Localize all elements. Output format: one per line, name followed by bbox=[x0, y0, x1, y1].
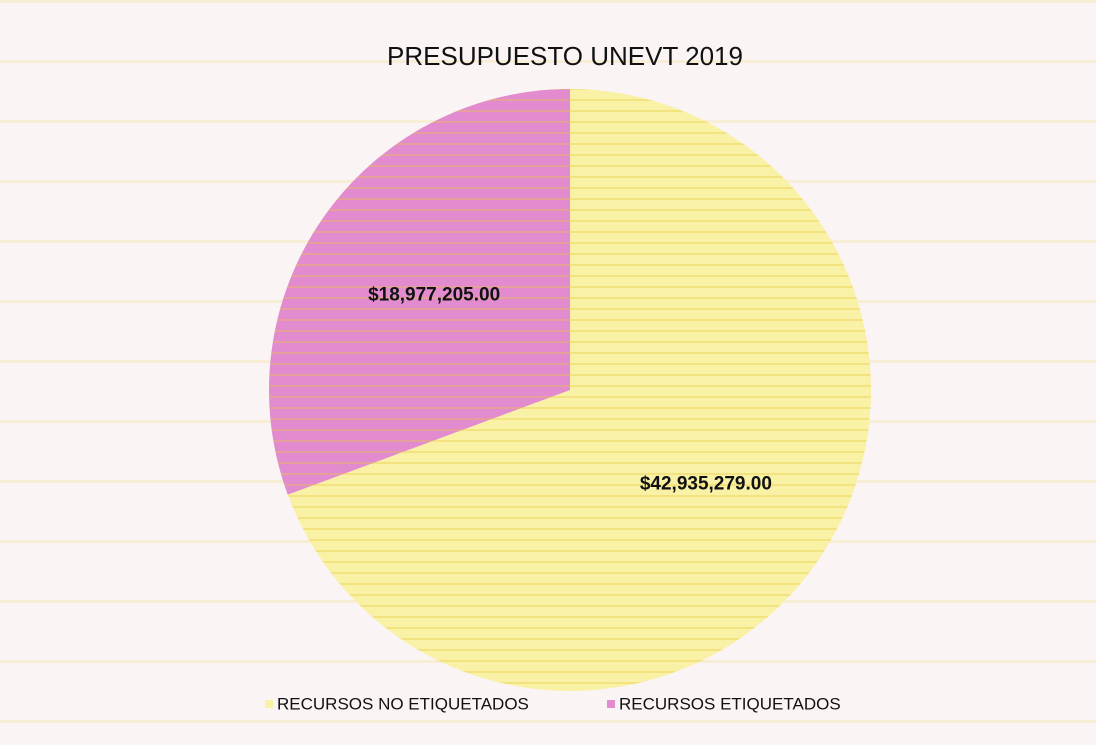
value-label: $42,935,279.00 bbox=[640, 474, 772, 495]
slice-texture bbox=[268, 89, 570, 495]
pie bbox=[268, 89, 872, 692]
legend-swatch bbox=[607, 700, 615, 708]
chart-title: PRESUPUESTO UNEVT 2019 bbox=[387, 41, 743, 71]
legend-swatch bbox=[265, 700, 273, 708]
legend-label: RECURSOS ETIQUETADOS bbox=[619, 694, 841, 713]
slice-texture bbox=[287, 89, 872, 692]
legend-label: RECURSOS NO ETIQUETADOS bbox=[277, 694, 529, 713]
value-label: $18,977,205.00 bbox=[368, 284, 500, 305]
